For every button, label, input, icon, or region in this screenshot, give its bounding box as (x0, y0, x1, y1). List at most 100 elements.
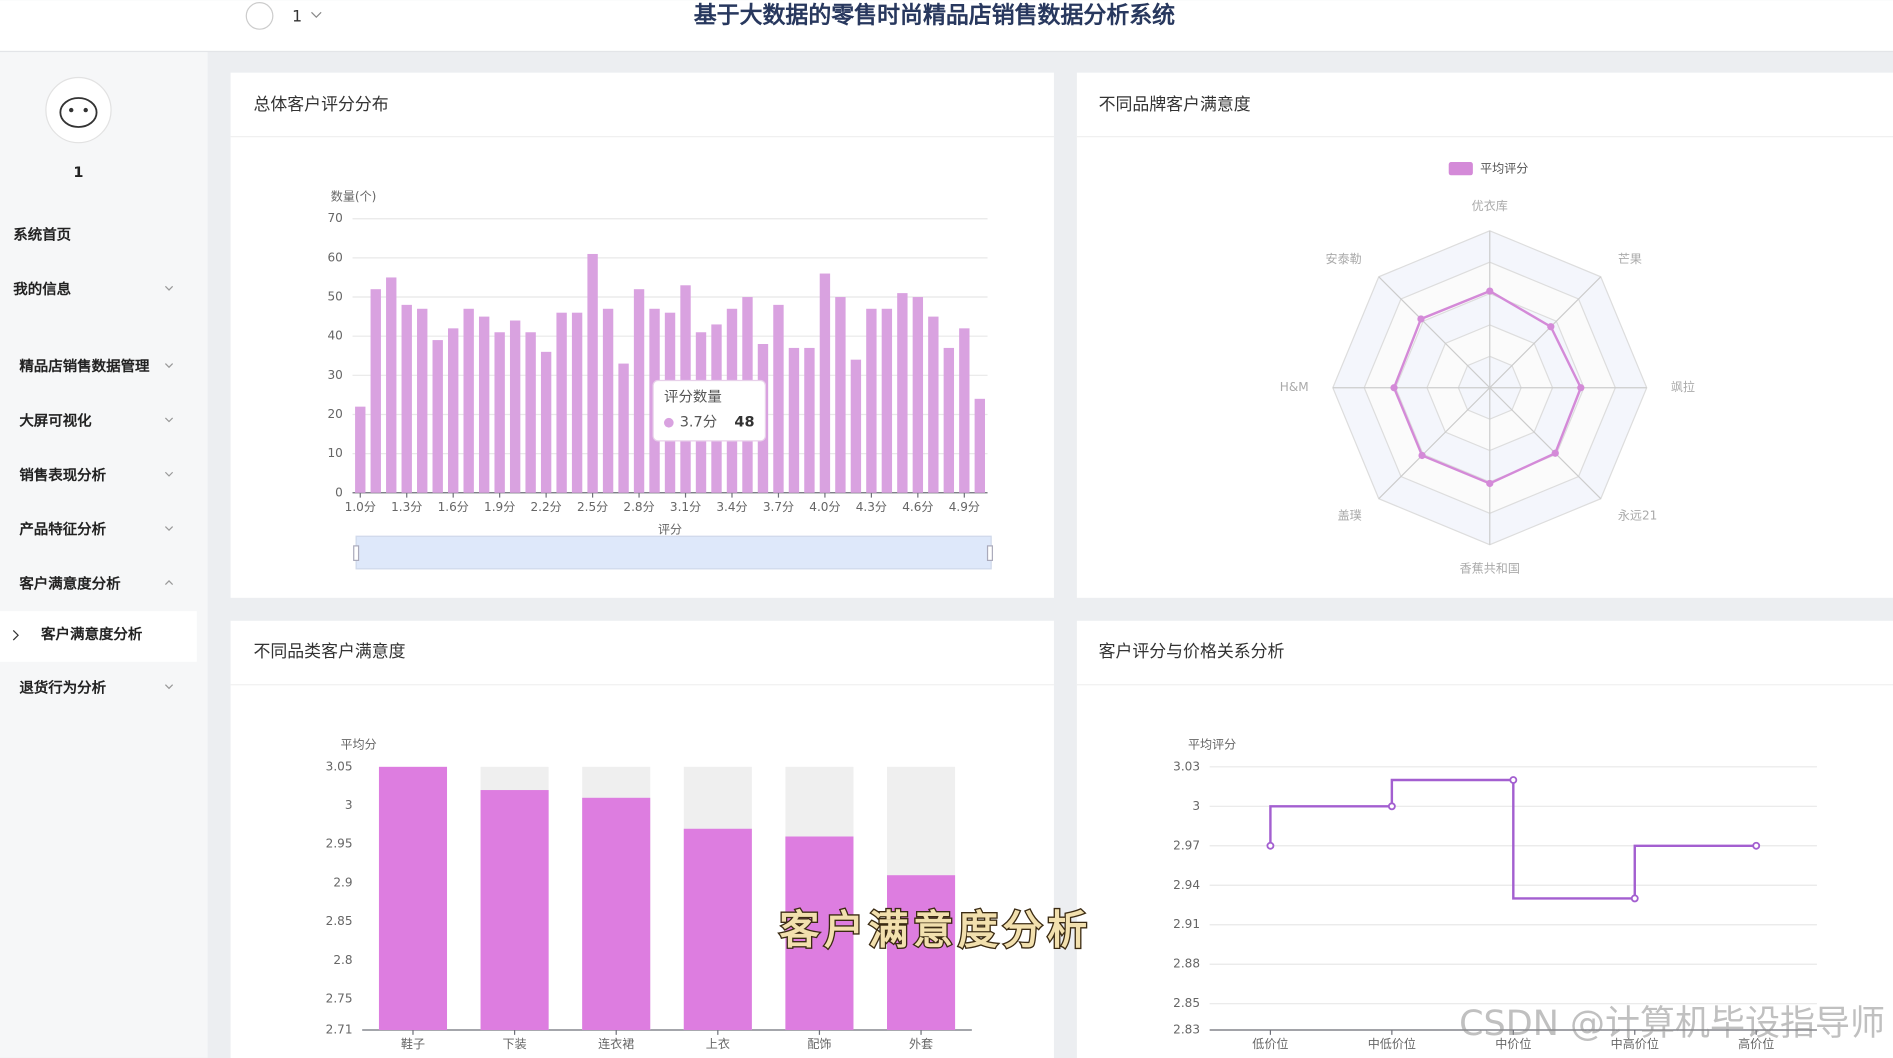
bar (788, 347, 800, 493)
radar-axis (1378, 387, 1491, 500)
radar-point (1417, 315, 1425, 323)
bar (509, 320, 521, 493)
bar (881, 308, 893, 493)
zoom-slider (355, 535, 992, 570)
radar-indicator: 永远21 (1618, 508, 1657, 522)
y-tick-label: 2.85 (326, 914, 353, 928)
y-tick-label: 2.8 (333, 953, 352, 967)
radar-indicator: 飒拉 (1671, 379, 1695, 394)
radar-axis (1489, 276, 1602, 389)
x-tick-label: 外套 (909, 1037, 933, 1051)
y-tick-label: 2.71 (326, 1023, 353, 1037)
x-tick-label: 1.6分 (438, 500, 469, 514)
menu-chevron[interactable] (164, 285, 174, 291)
y-tick-label: 3 (1192, 799, 1200, 813)
menu-chevron[interactable] (164, 526, 174, 532)
bar (540, 351, 552, 493)
radar-point (1486, 287, 1494, 295)
bar (804, 347, 815, 493)
tooltip-dot (663, 417, 674, 428)
header-avatar[interactable] (245, 2, 274, 30)
y-tick-label: 2.75 (326, 992, 353, 1006)
bar (683, 828, 752, 1031)
bar (401, 304, 412, 493)
radar-point (1577, 384, 1585, 392)
x-tick-label: 中高价位 (1611, 1036, 1659, 1051)
bar (587, 253, 598, 493)
bar (618, 363, 629, 493)
x-tick-label: 2.8分 (623, 500, 654, 514)
y-tick-label: 60 (328, 250, 343, 264)
legend-label: 平均评分 (1480, 162, 1528, 176)
bar (480, 790, 549, 1031)
tooltip-box (652, 379, 767, 442)
bar (370, 289, 381, 493)
radar-axis (1378, 276, 1491, 389)
menu-item[interactable]: 精品店销售数据管理 (19, 357, 150, 375)
x-tick-label: 3.1分 (670, 500, 701, 514)
bar (897, 293, 908, 493)
bar (835, 297, 846, 493)
line-point (1509, 776, 1518, 784)
radar-point (1390, 384, 1398, 392)
page-title: 基于大数据的零售时尚精品店销售数据分析系统 (694, 1, 1175, 28)
avatar-eye (69, 107, 74, 113)
bar (974, 398, 985, 493)
y-tick-label: 40 (328, 329, 343, 343)
radar-point (1547, 323, 1555, 331)
x-tick-label: 3.7分 (763, 500, 794, 514)
x-tick-label: 4.9分 (949, 500, 980, 514)
menu-item[interactable]: 销售表现分析 (19, 466, 106, 484)
avatar-face (59, 97, 98, 128)
menu-chevron[interactable] (164, 580, 174, 585)
bar (571, 312, 583, 493)
header (0, 0, 1893, 51)
sidebar (0, 52, 208, 1058)
menu-item[interactable]: 系统首页 (13, 226, 71, 244)
header-user[interactable]: 1 (292, 7, 302, 26)
menu-chevron[interactable] (164, 471, 174, 477)
x-tick-label: 3.4分 (716, 500, 747, 514)
menu-item[interactable]: 客户满意度分析 (18, 575, 121, 593)
submenu-item[interactable]: 客户满意度分析 (40, 625, 143, 643)
user-chevron[interactable] (311, 11, 322, 18)
menu-chevron[interactable] (164, 684, 174, 690)
bar (633, 289, 645, 493)
bar (785, 836, 854, 1031)
x-tick-label: 4.6分 (902, 500, 933, 514)
line-point (1630, 894, 1639, 903)
line-point (1266, 841, 1275, 850)
radar-indicator: 优衣库 (1472, 198, 1508, 213)
radar-point (1551, 449, 1559, 457)
bar (602, 308, 614, 493)
x-tick-label: 低价位 (1252, 1036, 1288, 1051)
video-caption: 客户满意度分析 (779, 907, 1092, 953)
y-tick-label: 0 (335, 485, 343, 499)
active-submenu-bg[interactable] (0, 611, 197, 662)
y-tick-label: 20 (328, 407, 343, 421)
y-tick-label: 2.97 (1173, 838, 1200, 852)
menu-chevron[interactable] (164, 363, 174, 369)
menu-item[interactable]: 退货行为分析 (19, 678, 106, 696)
bar (556, 312, 567, 493)
bar (819, 273, 831, 493)
radar-point (1486, 479, 1494, 488)
x-axis-name: 评分 (658, 523, 682, 537)
bar (582, 797, 651, 1031)
menu-item[interactable]: 大屏可视化 (19, 412, 92, 430)
y-tick-label: 2.88 (1173, 957, 1200, 971)
watermark: CSDN @计算机毕设指导师 (1459, 1004, 1885, 1044)
x-tick-label: 上衣 (706, 1036, 730, 1051)
zoom-handle (986, 545, 993, 561)
menu-item[interactable]: 产品特征分析 (19, 520, 106, 538)
line-segment (1512, 779, 1635, 900)
panel-title: 不同品牌客户满意度 (1099, 94, 1251, 114)
menu-item[interactable]: 我的信息 (13, 280, 71, 298)
menu-chevron[interactable] (164, 417, 174, 423)
y-tick-label: 2.91 (1173, 917, 1200, 931)
x-tick-label: 连衣裙 (598, 1036, 634, 1051)
y-tick-label: 2.9 (333, 875, 352, 889)
x-tick-label: 下装 (503, 1037, 527, 1051)
x-tick-label: 高价位 (1738, 1036, 1774, 1051)
